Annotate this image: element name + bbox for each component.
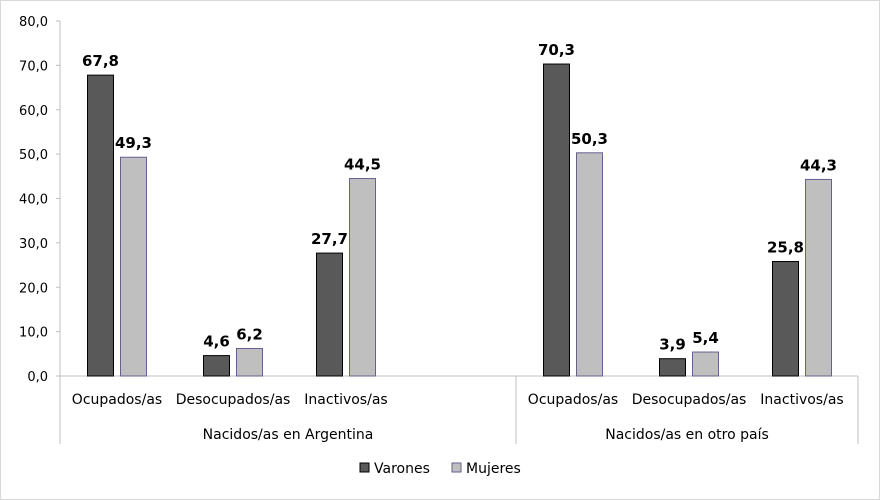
bar-mujeres	[805, 178, 832, 377]
y-tick-label: 0,0	[27, 370, 48, 385]
data-label: 4,6	[203, 333, 230, 351]
x-category-label: Inactivos/as	[304, 392, 387, 408]
bar-mujeres	[692, 351, 719, 377]
data-label: 6,2	[236, 325, 263, 343]
data-label: 44,5	[344, 156, 381, 174]
y-tick-label: 10,0	[19, 326, 48, 341]
x-category-label: Desocupados/as	[176, 392, 291, 408]
y-tick-label: 30,0	[19, 237, 48, 252]
legend-label: Varones	[374, 461, 430, 477]
x-category-label: Inactivos/as	[760, 392, 843, 408]
bar-varones	[316, 252, 343, 377]
legend-swatch-mujeres	[451, 462, 462, 473]
bar-mujeres	[576, 152, 603, 377]
bar-varones	[87, 74, 114, 377]
bar-varones	[659, 358, 686, 377]
bar-mujeres	[120, 156, 147, 377]
x-category-label: Ocupados/as	[72, 392, 162, 408]
data-label: 49,3	[115, 134, 152, 152]
x-group-label: Nacidos/as en otro país	[605, 427, 769, 443]
bar-varones	[203, 355, 230, 377]
bar-varones	[543, 63, 570, 377]
data-label: 44,3	[800, 156, 837, 174]
legend-swatch-varones	[359, 462, 370, 473]
bar-mujeres	[236, 347, 263, 377]
bar-varones	[772, 261, 799, 377]
y-tick-label: 20,0	[19, 281, 48, 296]
y-tick-label: 50,0	[19, 148, 48, 163]
data-label: 70,3	[538, 41, 575, 59]
data-label: 50,3	[571, 130, 608, 148]
data-label: 27,7	[311, 230, 348, 248]
bar-mujeres	[349, 178, 376, 377]
x-group-label: Nacidos/as en Argentina	[203, 427, 374, 443]
y-tick-label: 60,0	[19, 104, 48, 119]
data-label: 67,8	[82, 52, 119, 70]
data-label: 25,8	[767, 239, 804, 257]
legend-label: Mujeres	[466, 461, 521, 477]
data-label: 5,4	[692, 329, 719, 347]
y-tick-label: 70,0	[19, 59, 48, 74]
x-category-label: Ocupados/as	[528, 392, 618, 408]
x-category-label: Desocupados/as	[632, 392, 747, 408]
y-tick-label: 80,0	[19, 15, 48, 30]
data-label: 3,9	[659, 336, 686, 354]
y-tick-label: 40,0	[19, 193, 48, 208]
